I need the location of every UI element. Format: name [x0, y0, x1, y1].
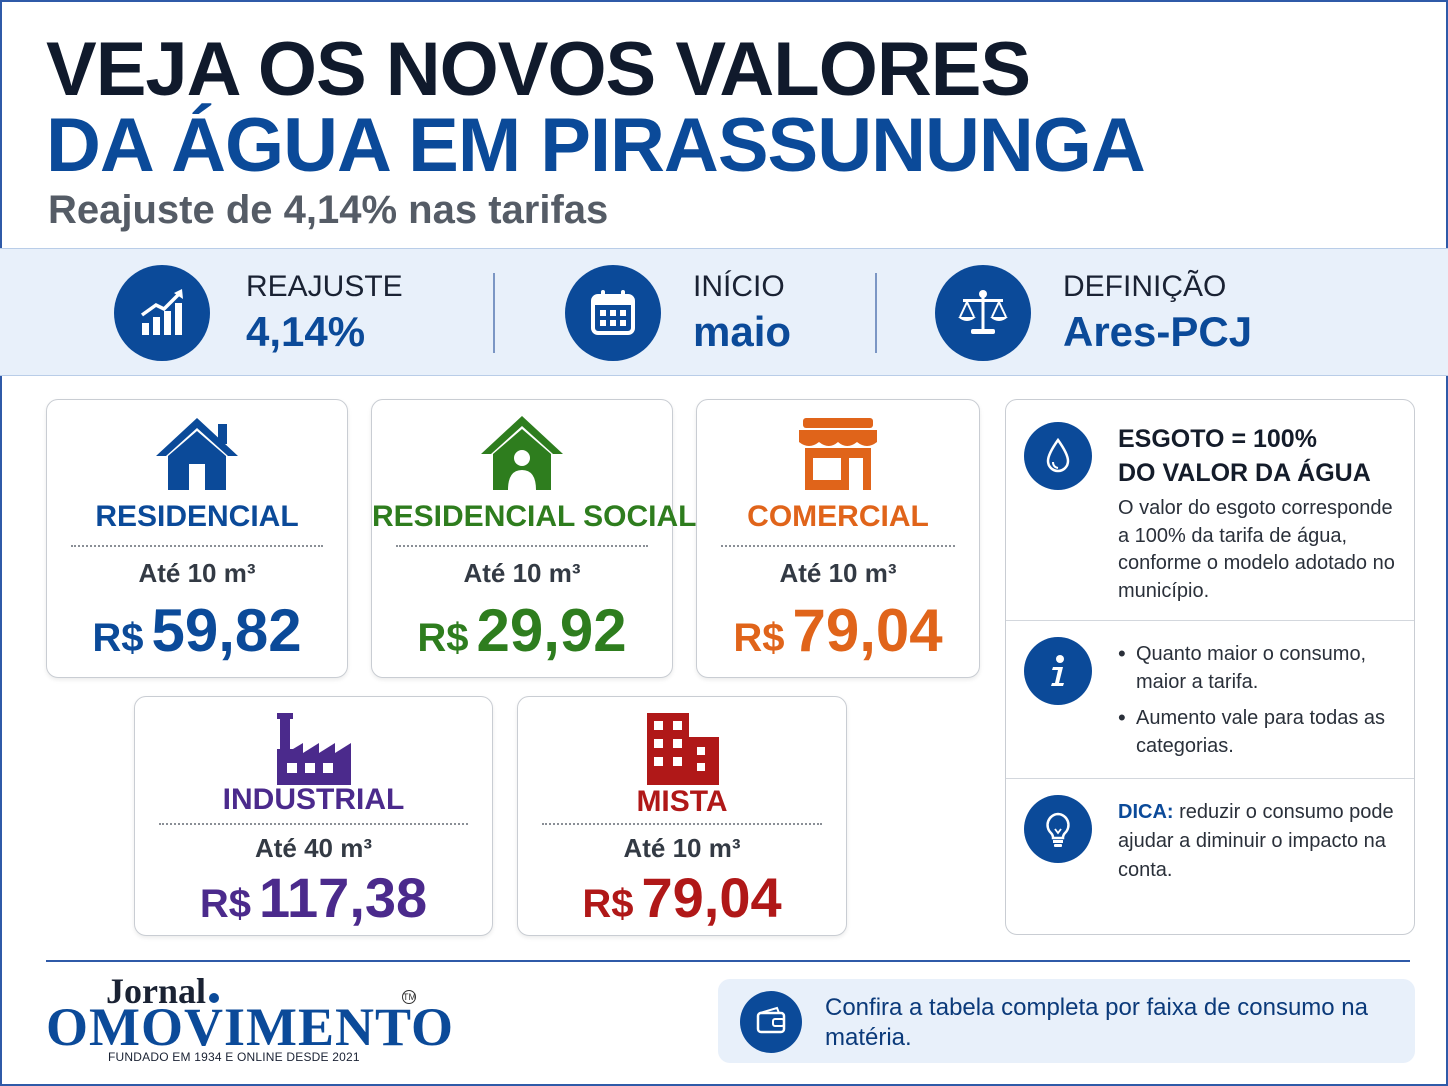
divider	[159, 823, 468, 825]
logo-tagline: FUNDADO EM 1934 E ONLINE DESDE 2021	[108, 1050, 360, 1064]
category-quantity: Até 10 m³	[138, 558, 256, 588]
highlight-value: 4,14%	[246, 308, 366, 355]
price-value: 79,04	[792, 597, 943, 664]
tip-label: DICA:	[1118, 801, 1174, 823]
storefront-icon	[799, 418, 877, 490]
category-quantity: Até 10 m³	[623, 833, 741, 863]
category-name: COMERCIAL	[747, 500, 929, 533]
divider	[875, 273, 877, 353]
info-sidebar: ESGOTO = 100% DO VALOR DA ÁGUA O valor d…	[1005, 399, 1415, 935]
divider	[396, 545, 648, 547]
category-card-mista: MISTA Até 10 m³ R$ 79,04	[517, 696, 847, 936]
highlight-label: REAJUSTE	[246, 270, 403, 303]
page-subtitle: Reajuste de 4,14% nas tarifas	[48, 188, 609, 232]
category-card-residencial: RESIDENCIAL Até 10 m³ R$ 59,82	[46, 399, 348, 678]
divider	[542, 823, 822, 825]
buildings-icon	[647, 713, 719, 785]
footer-note-text: Confira a tabela completa por faixa de c…	[825, 994, 1368, 1051]
logo-main-text: OMOVIMENTO	[46, 997, 455, 1057]
page-title-line2: DA ÁGUA EM PIRASSUNUNGA	[46, 103, 1146, 188]
growth-chart-icon	[114, 265, 210, 361]
category-quantity: Até 40 m³	[254, 833, 373, 863]
sewage-title-line2: DO VALOR DA ÁGUA	[1118, 459, 1371, 487]
sewage-title-line1: ESGOTO = 100%	[1118, 425, 1317, 453]
highlight-value: maio	[693, 308, 792, 355]
category-name: INDUSTRIAL	[222, 783, 405, 816]
currency: R$	[92, 616, 144, 660]
category-card-industrial: INDUSTRIAL Até 40 m³ R$ 117,38	[134, 696, 493, 936]
house-person-icon	[481, 416, 563, 490]
category-quantity: Até 10 m³	[463, 558, 581, 588]
divider	[1006, 778, 1414, 779]
highlight-value: Ares-PCJ	[1063, 308, 1253, 355]
calendar-icon	[565, 265, 661, 361]
scales-icon	[935, 265, 1031, 361]
divider	[493, 273, 495, 353]
divider	[1006, 620, 1414, 621]
tip-text: DICA: reduzir o consumo pode ajudar a di…	[1118, 798, 1408, 885]
category-card-comercial: COMERCIAL Até 10 m³ R$ 79,04	[696, 399, 980, 678]
category-price: R$ 79,04	[697, 596, 979, 682]
water-drop-icon	[1024, 422, 1092, 490]
category-quantity: Até 10 m³	[779, 558, 897, 588]
category-name: MISTA	[636, 785, 728, 818]
wallet-icon	[740, 991, 802, 1053]
info-bullet: Aumento vale para todas as categorias.	[1118, 704, 1398, 760]
divider	[71, 545, 323, 547]
highlight-reajuste: REAJUSTE 4,14%	[114, 263, 403, 363]
category-name: RESIDENCIAL SOCIAL	[372, 500, 697, 533]
currency: R$	[582, 882, 634, 926]
info-bullet: Quanto maior o consumo, maior a tarifa.	[1118, 640, 1398, 696]
price-value: 79,04	[641, 866, 782, 929]
footer-note: Confira a tabela completa por faixa de c…	[718, 979, 1415, 1063]
house-icon	[156, 418, 238, 490]
highlights-band: REAJUSTE 4,14% INÍCIO maio	[0, 248, 1448, 376]
lightbulb-icon	[1024, 795, 1092, 863]
currency: R$	[733, 616, 785, 660]
price-value: 59,82	[151, 597, 302, 664]
price-value: 29,92	[476, 597, 627, 664]
newspaper-logo: Jornal OMOVIMENTO TM FUNDADO EM 1934 E O…	[46, 970, 453, 1070]
info-icon	[1024, 637, 1092, 705]
price-value: 117,38	[258, 866, 428, 929]
divider	[721, 545, 955, 547]
category-price: R$ 59,82	[47, 596, 347, 682]
category-name: RESIDENCIAL	[95, 500, 299, 533]
highlight-label: DEFINIÇÃO	[1063, 270, 1227, 303]
currency: R$	[417, 616, 469, 660]
logo-top-text: Jornal	[106, 970, 220, 1012]
trademark-badge: TM	[402, 990, 416, 1004]
category-price: R$ 79,04	[518, 863, 846, 948]
highlight-definicao: DEFINIÇÃO Ares-PCJ	[935, 263, 1252, 363]
highlight-label: INÍCIO	[693, 270, 785, 303]
page-title-line1: VEJA OS NOVOS VALORES	[46, 27, 1031, 112]
footer-divider	[46, 960, 1410, 962]
category-price: R$ 29,92	[372, 596, 672, 682]
tip-body: reduzir o consumo pode ajudar a diminuir…	[1118, 801, 1394, 881]
factory-icon	[276, 713, 351, 785]
highlight-inicio: INÍCIO maio	[565, 263, 791, 363]
category-card-residencial-social: RESIDENCIAL SOCIAL Até 10 m³ R$ 29,92	[371, 399, 697, 678]
currency: R$	[199, 882, 251, 926]
sewage-text: O valor do esgoto corresponde a 100% da …	[1118, 497, 1395, 602]
category-price: R$ 117,38	[135, 863, 492, 948]
